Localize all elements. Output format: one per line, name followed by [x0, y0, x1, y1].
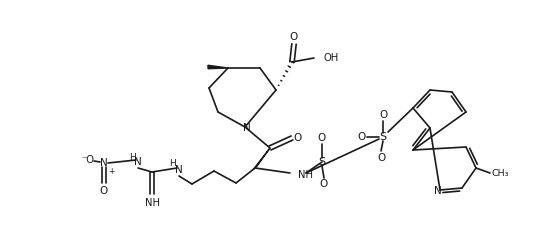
Text: H: H: [129, 153, 136, 162]
Text: O: O: [100, 186, 108, 196]
Text: NH: NH: [145, 198, 160, 208]
Text: N: N: [434, 186, 442, 196]
Text: N: N: [100, 158, 108, 168]
Text: O: O: [377, 153, 385, 163]
Text: N: N: [175, 165, 183, 175]
Text: O: O: [290, 32, 298, 42]
Text: S: S: [318, 157, 326, 167]
Text: O: O: [318, 133, 326, 143]
Text: N: N: [134, 157, 142, 167]
Text: O: O: [320, 179, 328, 189]
Polygon shape: [208, 65, 228, 69]
Polygon shape: [254, 148, 270, 169]
Text: ⁻O: ⁻O: [82, 155, 95, 165]
Text: N: N: [243, 123, 251, 133]
Text: S: S: [380, 132, 387, 142]
Text: CH₃: CH₃: [492, 169, 509, 178]
Text: +: +: [108, 167, 114, 175]
Text: NH: NH: [298, 170, 313, 180]
Text: O: O: [379, 110, 387, 120]
Text: O: O: [357, 132, 365, 142]
Text: OH: OH: [324, 53, 339, 63]
Text: H: H: [170, 159, 176, 169]
Text: O: O: [294, 133, 302, 143]
